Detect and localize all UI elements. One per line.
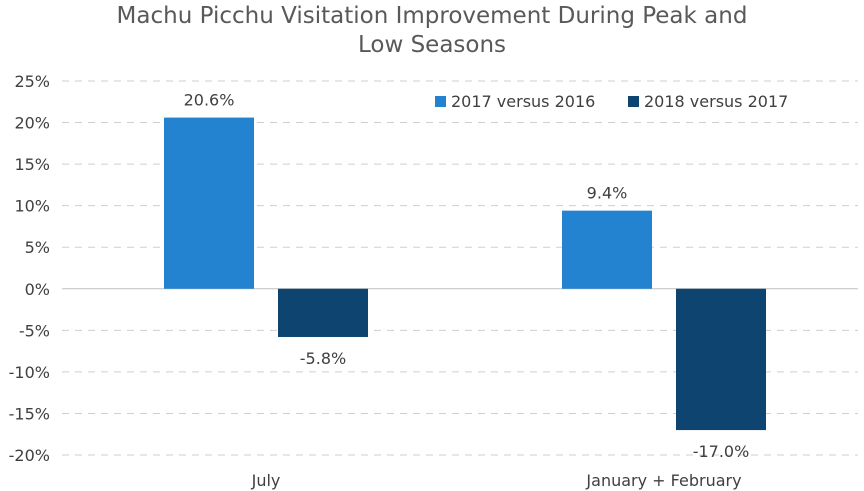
bar	[164, 117, 254, 289]
data-label: 9.4%	[587, 184, 628, 203]
bar	[676, 288, 766, 431]
bar	[562, 210, 652, 289]
legend-swatch	[628, 96, 639, 107]
y-tick-label: -5%	[19, 321, 50, 340]
chart-title: Machu Picchu Visitation Improvement Duri…	[0, 2, 864, 60]
y-tick-label: 10%	[14, 197, 50, 216]
data-label: -17.0%	[693, 442, 750, 461]
bar	[278, 288, 368, 337]
legend-label: 2017 versus 2016	[451, 92, 595, 111]
y-tick-label: 5%	[25, 238, 50, 257]
data-label: 20.6%	[184, 91, 235, 110]
y-tick-label: -15%	[9, 404, 50, 423]
y-tick-label: -20%	[9, 446, 50, 465]
bars	[164, 117, 766, 431]
y-tick-label: 25%	[14, 72, 50, 91]
chart-title-line-1: Machu Picchu Visitation Improvement Duri…	[116, 3, 748, 29]
legend-label: 2018 versus 2017	[644, 92, 788, 111]
y-tick-label: 20%	[14, 114, 50, 133]
data-label: -5.8%	[300, 349, 346, 368]
y-axis-tick-labels: 25% 20% 15% 10% 5% 0% -5% -10% -15% -20%	[9, 72, 50, 465]
y-tick-label: 0%	[25, 280, 50, 299]
x-category-label: July	[251, 471, 281, 490]
legend: 2017 versus 2016 2018 versus 2017	[435, 92, 788, 111]
y-tick-label: 15%	[14, 155, 50, 174]
legend-swatch	[435, 96, 446, 107]
x-axis-category-labels: July January + February	[251, 471, 742, 490]
x-category-label: January + February	[585, 471, 741, 490]
y-tick-label: -10%	[9, 363, 50, 382]
chart-title-line-2: Low Seasons	[357, 32, 507, 58]
data-labels: 20.6% 9.4% -5.8% -17.0%	[184, 91, 750, 461]
